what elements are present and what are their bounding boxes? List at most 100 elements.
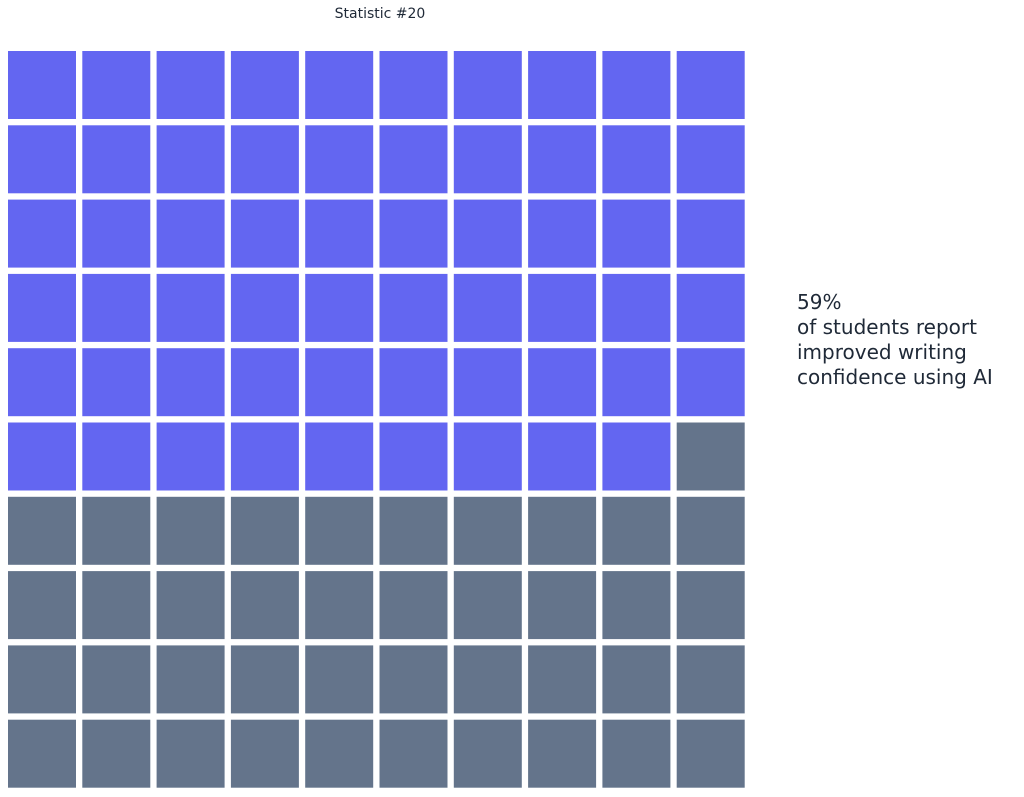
waffle-cell-filled bbox=[676, 273, 745, 342]
waffle-cell-filled bbox=[156, 199, 225, 268]
waffle-cell-filled bbox=[676, 199, 745, 268]
waffle-cell-empty bbox=[528, 645, 597, 714]
waffle-cell-filled bbox=[528, 422, 597, 491]
waffle-cell-filled bbox=[8, 273, 76, 342]
waffle-cell-filled bbox=[602, 422, 671, 491]
waffle-cell-empty bbox=[602, 719, 671, 788]
waffle-cell-empty bbox=[305, 571, 374, 640]
waffle-chart bbox=[8, 51, 745, 788]
waffle-cell-empty bbox=[8, 719, 76, 788]
waffle-cell-empty bbox=[156, 496, 225, 565]
stat-line-1: of students report bbox=[797, 315, 977, 339]
stat-annotation: 59% of students report improved writing … bbox=[797, 290, 993, 390]
waffle-cell-empty bbox=[379, 719, 448, 788]
waffle-cell-empty bbox=[305, 719, 374, 788]
waffle-cell-empty bbox=[676, 422, 745, 491]
waffle-cell-filled bbox=[230, 273, 299, 342]
waffle-cell-filled bbox=[230, 422, 299, 491]
waffle-cell-filled bbox=[156, 273, 225, 342]
waffle-cell-empty bbox=[156, 645, 225, 714]
stat-line-3: confidence using AI bbox=[797, 365, 993, 389]
waffle-cell-filled bbox=[676, 125, 745, 194]
waffle-cell-filled bbox=[230, 348, 299, 417]
waffle-cell-filled bbox=[602, 51, 671, 119]
waffle-cell-empty bbox=[676, 496, 745, 565]
waffle-cell-filled bbox=[82, 348, 151, 417]
waffle-cell-empty bbox=[676, 645, 745, 714]
waffle-cell-filled bbox=[305, 51, 374, 119]
waffle-cell-filled bbox=[379, 125, 448, 194]
waffle-cell-filled bbox=[156, 422, 225, 491]
waffle-cell-filled bbox=[453, 199, 522, 268]
waffle-cell-filled bbox=[453, 125, 522, 194]
waffle-cell-filled bbox=[156, 125, 225, 194]
waffle-cell-empty bbox=[8, 571, 76, 640]
waffle-cell-empty bbox=[676, 571, 745, 640]
waffle-cell-empty bbox=[230, 496, 299, 565]
waffle-cell-filled bbox=[602, 348, 671, 417]
waffle-cell-empty bbox=[379, 571, 448, 640]
waffle-cell-empty bbox=[602, 645, 671, 714]
waffle-cell-filled bbox=[82, 199, 151, 268]
waffle-cell-filled bbox=[230, 199, 299, 268]
chart-title: Statistic #20 bbox=[334, 6, 426, 22]
waffle-cell-filled bbox=[156, 348, 225, 417]
waffle-cell-filled bbox=[676, 51, 745, 119]
waffle-cell-empty bbox=[453, 496, 522, 565]
waffle-cell-filled bbox=[82, 422, 151, 491]
waffle-cell-empty bbox=[676, 719, 745, 788]
waffle-cell-filled bbox=[82, 273, 151, 342]
waffle-cell-filled bbox=[305, 125, 374, 194]
waffle-cell-filled bbox=[8, 422, 76, 491]
waffle-cell-filled bbox=[453, 273, 522, 342]
waffle-cell-empty bbox=[379, 645, 448, 714]
waffle-cell-filled bbox=[602, 199, 671, 268]
waffle-cell-empty bbox=[230, 645, 299, 714]
waffle-cell-empty bbox=[528, 719, 597, 788]
waffle-cell-empty bbox=[453, 719, 522, 788]
waffle-cell-empty bbox=[82, 571, 151, 640]
waffle-cell-filled bbox=[379, 273, 448, 342]
waffle-cell-filled bbox=[305, 348, 374, 417]
waffle-cell-filled bbox=[305, 273, 374, 342]
waffle-cell-filled bbox=[230, 125, 299, 194]
waffle-cell-filled bbox=[528, 51, 597, 119]
waffle-cell-filled bbox=[379, 422, 448, 491]
waffle-cell-filled bbox=[8, 51, 76, 119]
waffle-cell-filled bbox=[602, 273, 671, 342]
waffle-cell-empty bbox=[453, 571, 522, 640]
waffle-cell-empty bbox=[82, 496, 151, 565]
waffle-cell-filled bbox=[676, 348, 745, 417]
waffle-cell-empty bbox=[230, 571, 299, 640]
waffle-cell-empty bbox=[528, 496, 597, 565]
waffle-cell-empty bbox=[8, 645, 76, 714]
waffle-cell-empty bbox=[230, 719, 299, 788]
waffle-cell-filled bbox=[528, 348, 597, 417]
waffle-cell-filled bbox=[453, 348, 522, 417]
waffle-cell-empty bbox=[305, 645, 374, 714]
waffle-cell-empty bbox=[453, 645, 522, 714]
waffle-cell-filled bbox=[528, 125, 597, 194]
waffle-cell-filled bbox=[379, 51, 448, 119]
waffle-cell-empty bbox=[82, 719, 151, 788]
waffle-cell-empty bbox=[8, 496, 76, 565]
waffle-cell-filled bbox=[528, 273, 597, 342]
waffle-cell-filled bbox=[156, 51, 225, 119]
waffle-cell-filled bbox=[82, 125, 151, 194]
waffle-cell-empty bbox=[379, 496, 448, 565]
waffle-cell-filled bbox=[8, 199, 76, 268]
waffle-cell-filled bbox=[528, 199, 597, 268]
waffle-cell-empty bbox=[305, 496, 374, 565]
waffle-cell-empty bbox=[82, 645, 151, 714]
stat-value: 59% bbox=[797, 290, 842, 314]
stat-line-2: improved writing bbox=[797, 340, 967, 364]
waffle-cell-empty bbox=[602, 496, 671, 565]
waffle-cell-filled bbox=[8, 125, 76, 194]
waffle-cell-filled bbox=[453, 422, 522, 491]
waffle-cell-filled bbox=[602, 125, 671, 194]
waffle-cell-empty bbox=[528, 571, 597, 640]
waffle-cell-empty bbox=[602, 571, 671, 640]
waffle-cell-filled bbox=[379, 348, 448, 417]
waffle-cell-filled bbox=[305, 422, 374, 491]
waffle-cell-empty bbox=[156, 719, 225, 788]
